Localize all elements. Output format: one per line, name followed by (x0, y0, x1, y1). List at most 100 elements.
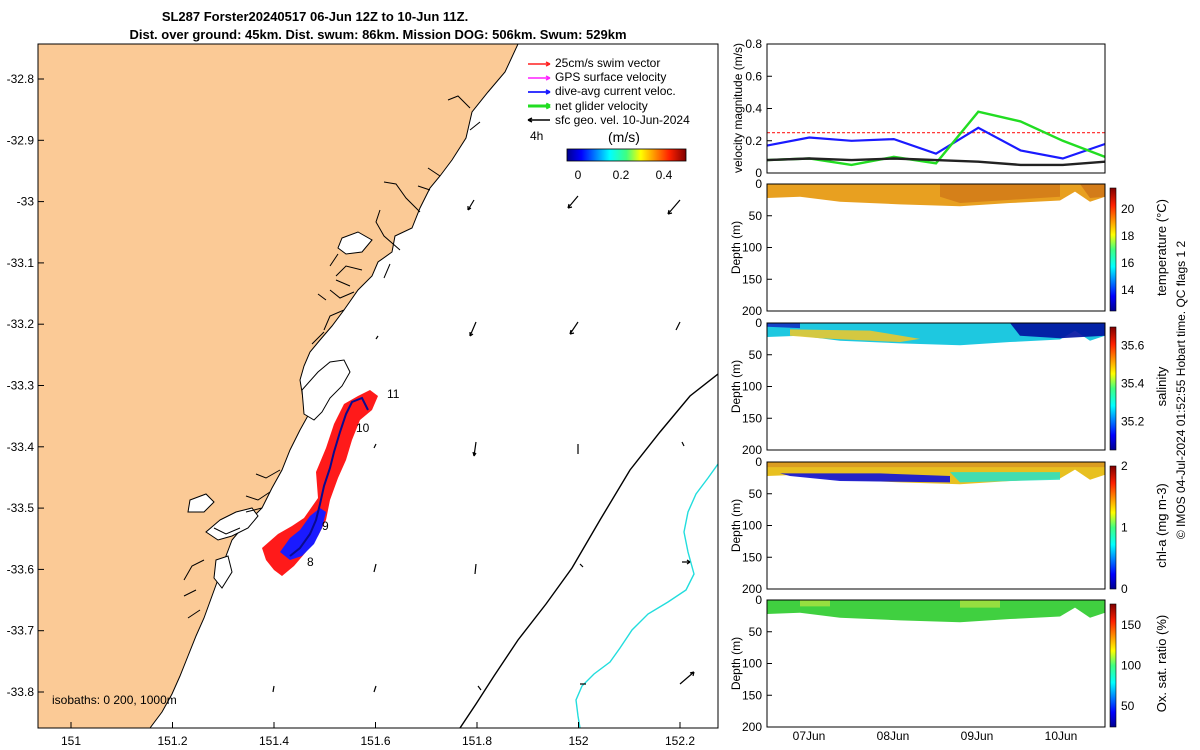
track-day-label: 8 (307, 555, 314, 569)
track-day-label: 10 (356, 421, 370, 435)
salinity-colorbar-label: salinity (1154, 366, 1169, 406)
depth-tick: 50 (749, 625, 763, 639)
salinity-colorbar (1109, 326, 1117, 451)
velocity-tick: 0.6 (745, 69, 762, 83)
legend-net-glider-velocity: net glider velocity (555, 99, 648, 113)
colorbar-tick: 100 (1121, 659, 1141, 673)
velocity-tick: 0.4 (745, 102, 762, 116)
depth-ylabel: Depth (m) (729, 637, 743, 690)
velocity-series-line (766, 110, 1106, 167)
depth-ylabel: Depth (m) (729, 360, 743, 413)
colorbar-tick: 20 (1121, 202, 1135, 216)
depth-ylabel: Depth (m) (729, 499, 743, 552)
date-tick: 07Jun (793, 729, 826, 743)
chla-colorbar-label: chl-a (mg m-3) (1154, 483, 1169, 568)
depth-tick: 200 (742, 582, 762, 596)
legend-dive-avg-current: dive-avg current veloc. (555, 84, 676, 98)
colorbar-tick: 35.4 (1121, 377, 1145, 391)
longitude-tick: 151.4 (259, 734, 289, 748)
glider-path (289, 396, 369, 557)
colorbar-tick: 14 (1121, 283, 1135, 297)
depth-tick: 100 (742, 657, 762, 671)
longitude-tick: 151 (61, 734, 81, 748)
velocity-tick: 0 (755, 166, 762, 180)
colorbar-tick: 2 (1121, 459, 1128, 473)
latitude-tick: -33.3 (7, 379, 35, 393)
latitude-tick: -33.7 (7, 624, 35, 638)
colorbar-tick: 150 (1121, 618, 1141, 632)
date-tick: 08Jun (877, 729, 910, 743)
velocity-tick: 0.8 (745, 37, 762, 51)
map-legend: 25cm/s swim vector GPS surface velocity … (527, 56, 690, 145)
lake (187, 493, 215, 513)
latitude-tick: -33.6 (7, 562, 35, 576)
track-day-label: 9 (322, 519, 329, 533)
latitude-tick: -33.4 (7, 440, 35, 454)
glider-track-map: 11 10 9 8 -32.8-32.9-33-33.1-33.2-33.3-3… (7, 43, 719, 748)
copyright-note: © IMOS 04-Jul-2024 01:52:55 Hobart time.… (1174, 241, 1188, 540)
temperature-colorbar (1109, 187, 1117, 312)
colorbar-tick: 16 (1121, 256, 1135, 270)
latitude-tick: -32.8 (7, 72, 35, 86)
river (311, 253, 391, 345)
latitude-tick: -33 (17, 195, 35, 209)
longitude-tick: 152.2 (665, 734, 695, 748)
river (183, 95, 481, 619)
colorbar-tick: 35.6 (1121, 338, 1145, 352)
depth-tick: 50 (749, 348, 763, 362)
current-arrows (272, 195, 695, 693)
velocity-series-line (766, 126, 1106, 160)
depth-tick: 100 (742, 519, 762, 533)
date-tick: 09Jun (961, 729, 994, 743)
latitude-tick: -33.5 (7, 501, 35, 515)
speed-colorbar (566, 148, 687, 162)
legend-gps-surface-velocity: GPS surface velocity (555, 70, 666, 84)
longitude-tick: 151.2 (157, 734, 187, 748)
legend-sfc-geo-vel: sfc geo. vel. 10-Jun-2024 (555, 113, 690, 127)
time-interval-label: 4h (530, 129, 543, 143)
depth-tick: 50 (749, 487, 763, 501)
legend-swim-vector-icon (528, 61, 551, 67)
colorbar-tick: 50 (1121, 699, 1135, 713)
chla-colorbar (1109, 465, 1117, 590)
oxygen-colorbar-label: Ox. sat. ratio (%) (1154, 615, 1169, 713)
velocity-ylabel: velocity magnitude (m/s) (731, 43, 745, 173)
legend-dive-avg-icon (528, 89, 551, 95)
land-mass (38, 44, 519, 728)
depth-tick: 0 (755, 177, 762, 191)
colorbar-tick: 35.2 (1121, 415, 1145, 429)
colorbar-tick: 0 (1121, 582, 1128, 596)
oxygen-section-fill (767, 600, 1105, 623)
latitude-tick: -33.8 (7, 685, 35, 699)
latitude-axis: -32.8 -32.9 -33 -33.1 -33.2 -33.3 -33.4 -33.5 -3… (7, 72, 44, 699)
isobath-cyan-contour (575, 463, 718, 728)
depth-tick: 0 (755, 455, 762, 469)
lake (213, 555, 233, 589)
depth-tick: 150 (742, 411, 762, 425)
velocity-tick: 0.2 (745, 134, 762, 148)
time-axis: 07Jun 08Jun 09Jun 10Jun (793, 729, 1078, 743)
lake (337, 231, 373, 255)
velocity-panel: 0 0.2 0.4 0.6 0.8 velocity magnitude (m/s) (731, 37, 1106, 180)
legend-gps-icon (528, 75, 551, 81)
depth-tick: 50 (749, 209, 763, 223)
salinity-section-panel: 0 50 100 150 200 Depth (m) 35.2 35.4 35.6 salinit… (729, 316, 1169, 457)
depth-tick: 150 (742, 688, 762, 702)
lake (301, 359, 351, 421)
colorbar-units: (m/s) (608, 129, 640, 145)
depth-ylabel: Depth (m) (729, 221, 743, 274)
colorbar-tick: 0.4 (656, 168, 673, 182)
depth-tick: 150 (742, 272, 762, 286)
title-line-1: SL287 Forster20240517 06-Jun 12Z to 10-J… (162, 9, 468, 24)
legend-sfc-geo-icon (527, 117, 550, 123)
chla-section-panel: 0 50 100 150 200 Depth (m) 0 1 2 chl-a (mg m-3) (729, 455, 1169, 596)
legend-net-velocity-icon (528, 102, 551, 110)
depth-tick: 100 (742, 241, 762, 255)
temperature-colorbar-label: temperature (°C) (1154, 199, 1169, 296)
legend-swim-vector: 25cm/s swim vector (555, 56, 660, 70)
oxygen-colorbar (1109, 603, 1117, 728)
track-day-label: 11 (387, 387, 400, 401)
colorbar-tick: 1 (1121, 521, 1128, 535)
lake (205, 507, 259, 541)
isobath-1000m (459, 373, 718, 728)
